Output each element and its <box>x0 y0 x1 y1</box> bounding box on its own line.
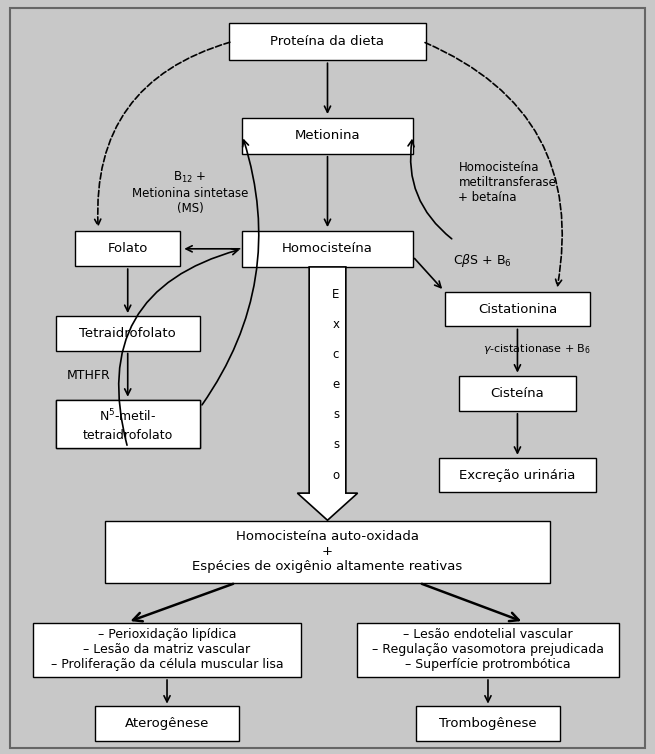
Text: Folato: Folato <box>107 242 148 256</box>
Text: N$^5$-metil-: N$^5$-metil- <box>99 408 157 425</box>
FancyBboxPatch shape <box>33 623 301 677</box>
FancyBboxPatch shape <box>439 458 596 492</box>
Text: Homocisteína auto-oxidada
+
Espécies de oxigênio altamente reativas: Homocisteína auto-oxidada + Espécies de … <box>193 530 462 574</box>
Text: E: E <box>332 287 340 301</box>
FancyBboxPatch shape <box>242 118 413 154</box>
Polygon shape <box>297 267 358 520</box>
FancyBboxPatch shape <box>75 231 180 266</box>
Text: – Perioxidação lipídica
– Lesão da matriz vascular
– Proliferação da célula musc: – Perioxidação lipídica – Lesão da matri… <box>50 628 284 672</box>
Text: tetraidrofolato: tetraidrofolato <box>83 429 173 443</box>
FancyBboxPatch shape <box>105 521 550 583</box>
Text: Trombogênese: Trombogênese <box>439 717 537 731</box>
FancyBboxPatch shape <box>56 400 200 448</box>
FancyBboxPatch shape <box>56 316 200 351</box>
FancyBboxPatch shape <box>56 400 200 448</box>
Text: Proteína da dieta: Proteína da dieta <box>271 35 384 48</box>
Text: $\gamma$-cistationase + B$_6$: $\gamma$-cistationase + B$_6$ <box>483 342 591 356</box>
FancyBboxPatch shape <box>445 292 590 326</box>
Text: x: x <box>333 317 339 331</box>
Text: Metionina: Metionina <box>295 129 360 143</box>
Text: Aterogênese: Aterogênese <box>125 717 209 731</box>
Text: Cistationina: Cistationina <box>478 302 557 316</box>
FancyBboxPatch shape <box>95 706 239 741</box>
Text: Nµ-metil-
tetraidrofolato: Nµ-metil- tetraidrofolato <box>83 409 173 438</box>
Text: Homocisteína
metiltransferase
+ betaína: Homocisteína metiltransferase + betaína <box>458 161 556 204</box>
Text: Tetraidrofolato: Tetraidrofolato <box>79 326 176 340</box>
Text: c: c <box>333 348 339 361</box>
Text: e: e <box>332 378 340 391</box>
Text: Excreção urinária: Excreção urinária <box>459 468 576 482</box>
Text: C$\beta$S + B$_6$: C$\beta$S + B$_6$ <box>453 252 512 268</box>
Text: B$_{12}$ +
Metionina sintetase
(MS): B$_{12}$ + Metionina sintetase (MS) <box>132 170 248 215</box>
Text: o: o <box>333 468 339 482</box>
Text: MTHFR: MTHFR <box>67 369 110 382</box>
FancyBboxPatch shape <box>357 623 619 677</box>
FancyBboxPatch shape <box>458 376 576 411</box>
FancyBboxPatch shape <box>229 23 426 60</box>
Text: Homocisteína: Homocisteína <box>282 242 373 256</box>
Text: s: s <box>333 438 339 452</box>
FancyBboxPatch shape <box>416 706 560 741</box>
Text: – Lesão endotelial vascular
– Regulação vasomotora prejudicada
– Superfície prot: – Lesão endotelial vascular – Regulação … <box>372 628 604 672</box>
FancyBboxPatch shape <box>242 231 413 267</box>
Text: s: s <box>333 408 339 421</box>
Text: Cisteína: Cisteína <box>491 387 544 400</box>
